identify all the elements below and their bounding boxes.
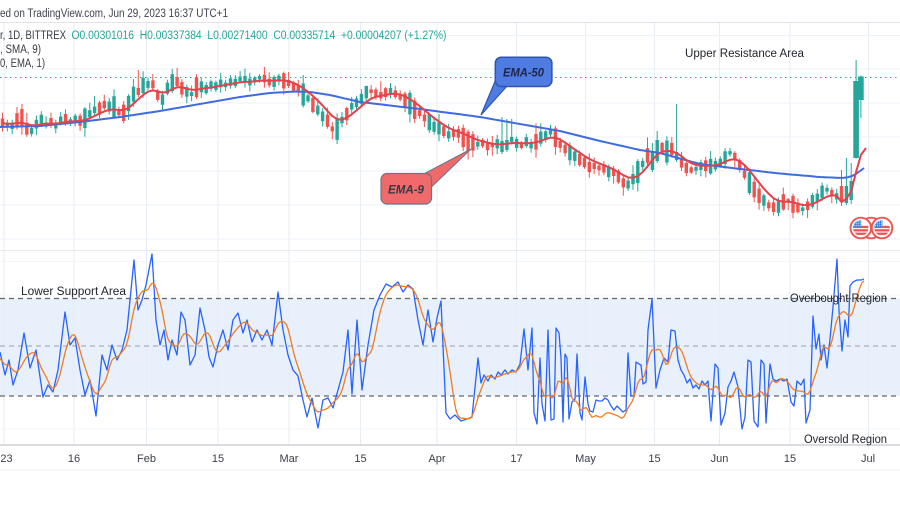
svg-text:Mar: Mar	[280, 453, 299, 465]
svg-text:15: 15	[354, 453, 366, 465]
svg-text:Overbought Region: Overbought Region	[790, 293, 887, 305]
svg-text:23: 23	[0, 453, 12, 465]
svg-text:, SMA, 9): , SMA, 9)	[0, 44, 41, 56]
svg-text:r, 1D, BITTREX: r, 1D, BITTREX	[0, 30, 66, 42]
svg-text:May: May	[575, 453, 596, 465]
svg-text:Feb: Feb	[137, 453, 156, 465]
svg-text:0, EMA, 1): 0, EMA, 1)	[0, 58, 45, 70]
svg-text:EMA-50: EMA-50	[503, 66, 544, 80]
svg-text:Jul: Jul	[861, 453, 875, 465]
svg-text:Apr: Apr	[428, 453, 445, 465]
svg-text:Upper Resistance Area: Upper Resistance Area	[685, 48, 805, 60]
svg-text:15: 15	[648, 453, 660, 465]
svg-text:ed on TradingView.com, Jun 29,: ed on TradingView.com, Jun 29, 2023 16:3…	[0, 8, 228, 20]
svg-text:Lower Support Area: Lower Support Area	[21, 286, 127, 298]
svg-text:Jun: Jun	[711, 453, 729, 465]
svg-text:O0.00301016 H0.00337384 L0.0: O0.00301016 H0.00337384 L0.00271400 C0.0…	[72, 30, 447, 42]
svg-text:15: 15	[784, 453, 796, 465]
svg-text:16: 16	[68, 453, 80, 465]
svg-text:15: 15	[212, 453, 224, 465]
svg-text:EMA-9: EMA-9	[388, 183, 424, 197]
svg-text:17: 17	[510, 453, 522, 465]
svg-text:Oversold Region: Oversold Region	[804, 434, 887, 446]
